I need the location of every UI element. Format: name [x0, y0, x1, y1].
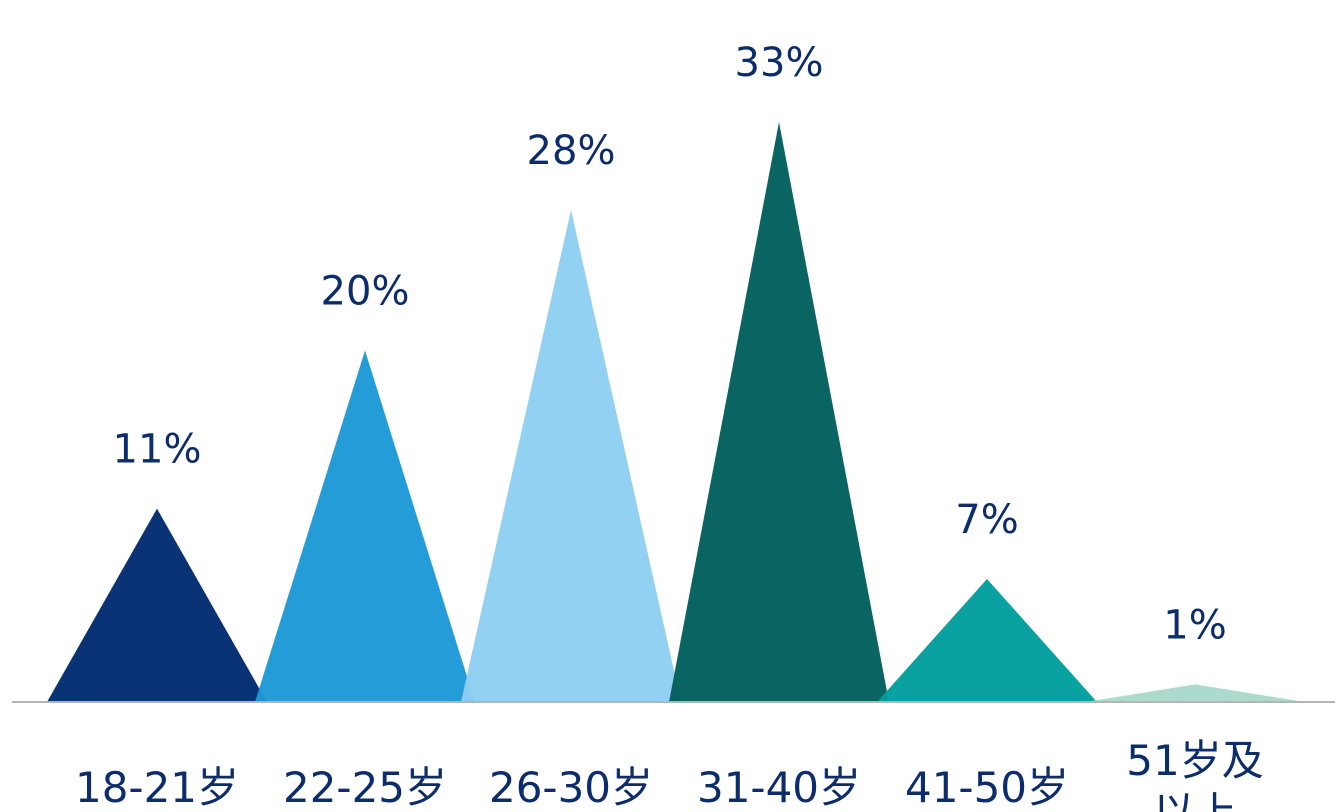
value-label: 28% — [527, 128, 616, 174]
bar-triangle — [461, 210, 681, 702]
category-label: 31-40岁 — [697, 763, 861, 812]
bar-triangle — [1085, 684, 1305, 702]
value-labels: 11% 20% 28% 33% 7% 1% — [113, 40, 1227, 648]
category-label-line: 22-25岁 — [283, 763, 447, 812]
value-label: 7% — [955, 497, 1018, 543]
category-label-line: 以上 — [1153, 788, 1237, 812]
category-label: 26-30岁 — [489, 763, 653, 812]
bar-triangle — [669, 122, 889, 702]
category-labels: 18-21岁 22-25岁 26-30岁 31-40岁 41-50岁 51岁及以上 — [75, 736, 1264, 812]
value-label: 33% — [735, 40, 824, 86]
category-label-line: 26-30岁 — [489, 763, 653, 812]
value-label: 11% — [113, 427, 202, 473]
category-label: 51岁及以上 — [1126, 736, 1263, 812]
category-label-line: 31-40岁 — [697, 763, 861, 812]
chart-marks — [47, 122, 1305, 702]
bar-triangle — [877, 579, 1097, 702]
value-label: 20% — [321, 268, 410, 314]
category-label: 18-21岁 — [75, 763, 239, 812]
category-label-line: 41-50岁 — [905, 763, 1069, 812]
bar-triangle — [47, 509, 267, 702]
category-label: 41-50岁 — [905, 763, 1069, 812]
category-label: 22-25岁 — [283, 763, 447, 812]
category-label-line: 18-21岁 — [75, 763, 239, 812]
category-label-line: 51岁及 — [1126, 736, 1263, 785]
bar-triangle — [255, 350, 475, 702]
value-label: 1% — [1163, 602, 1226, 648]
